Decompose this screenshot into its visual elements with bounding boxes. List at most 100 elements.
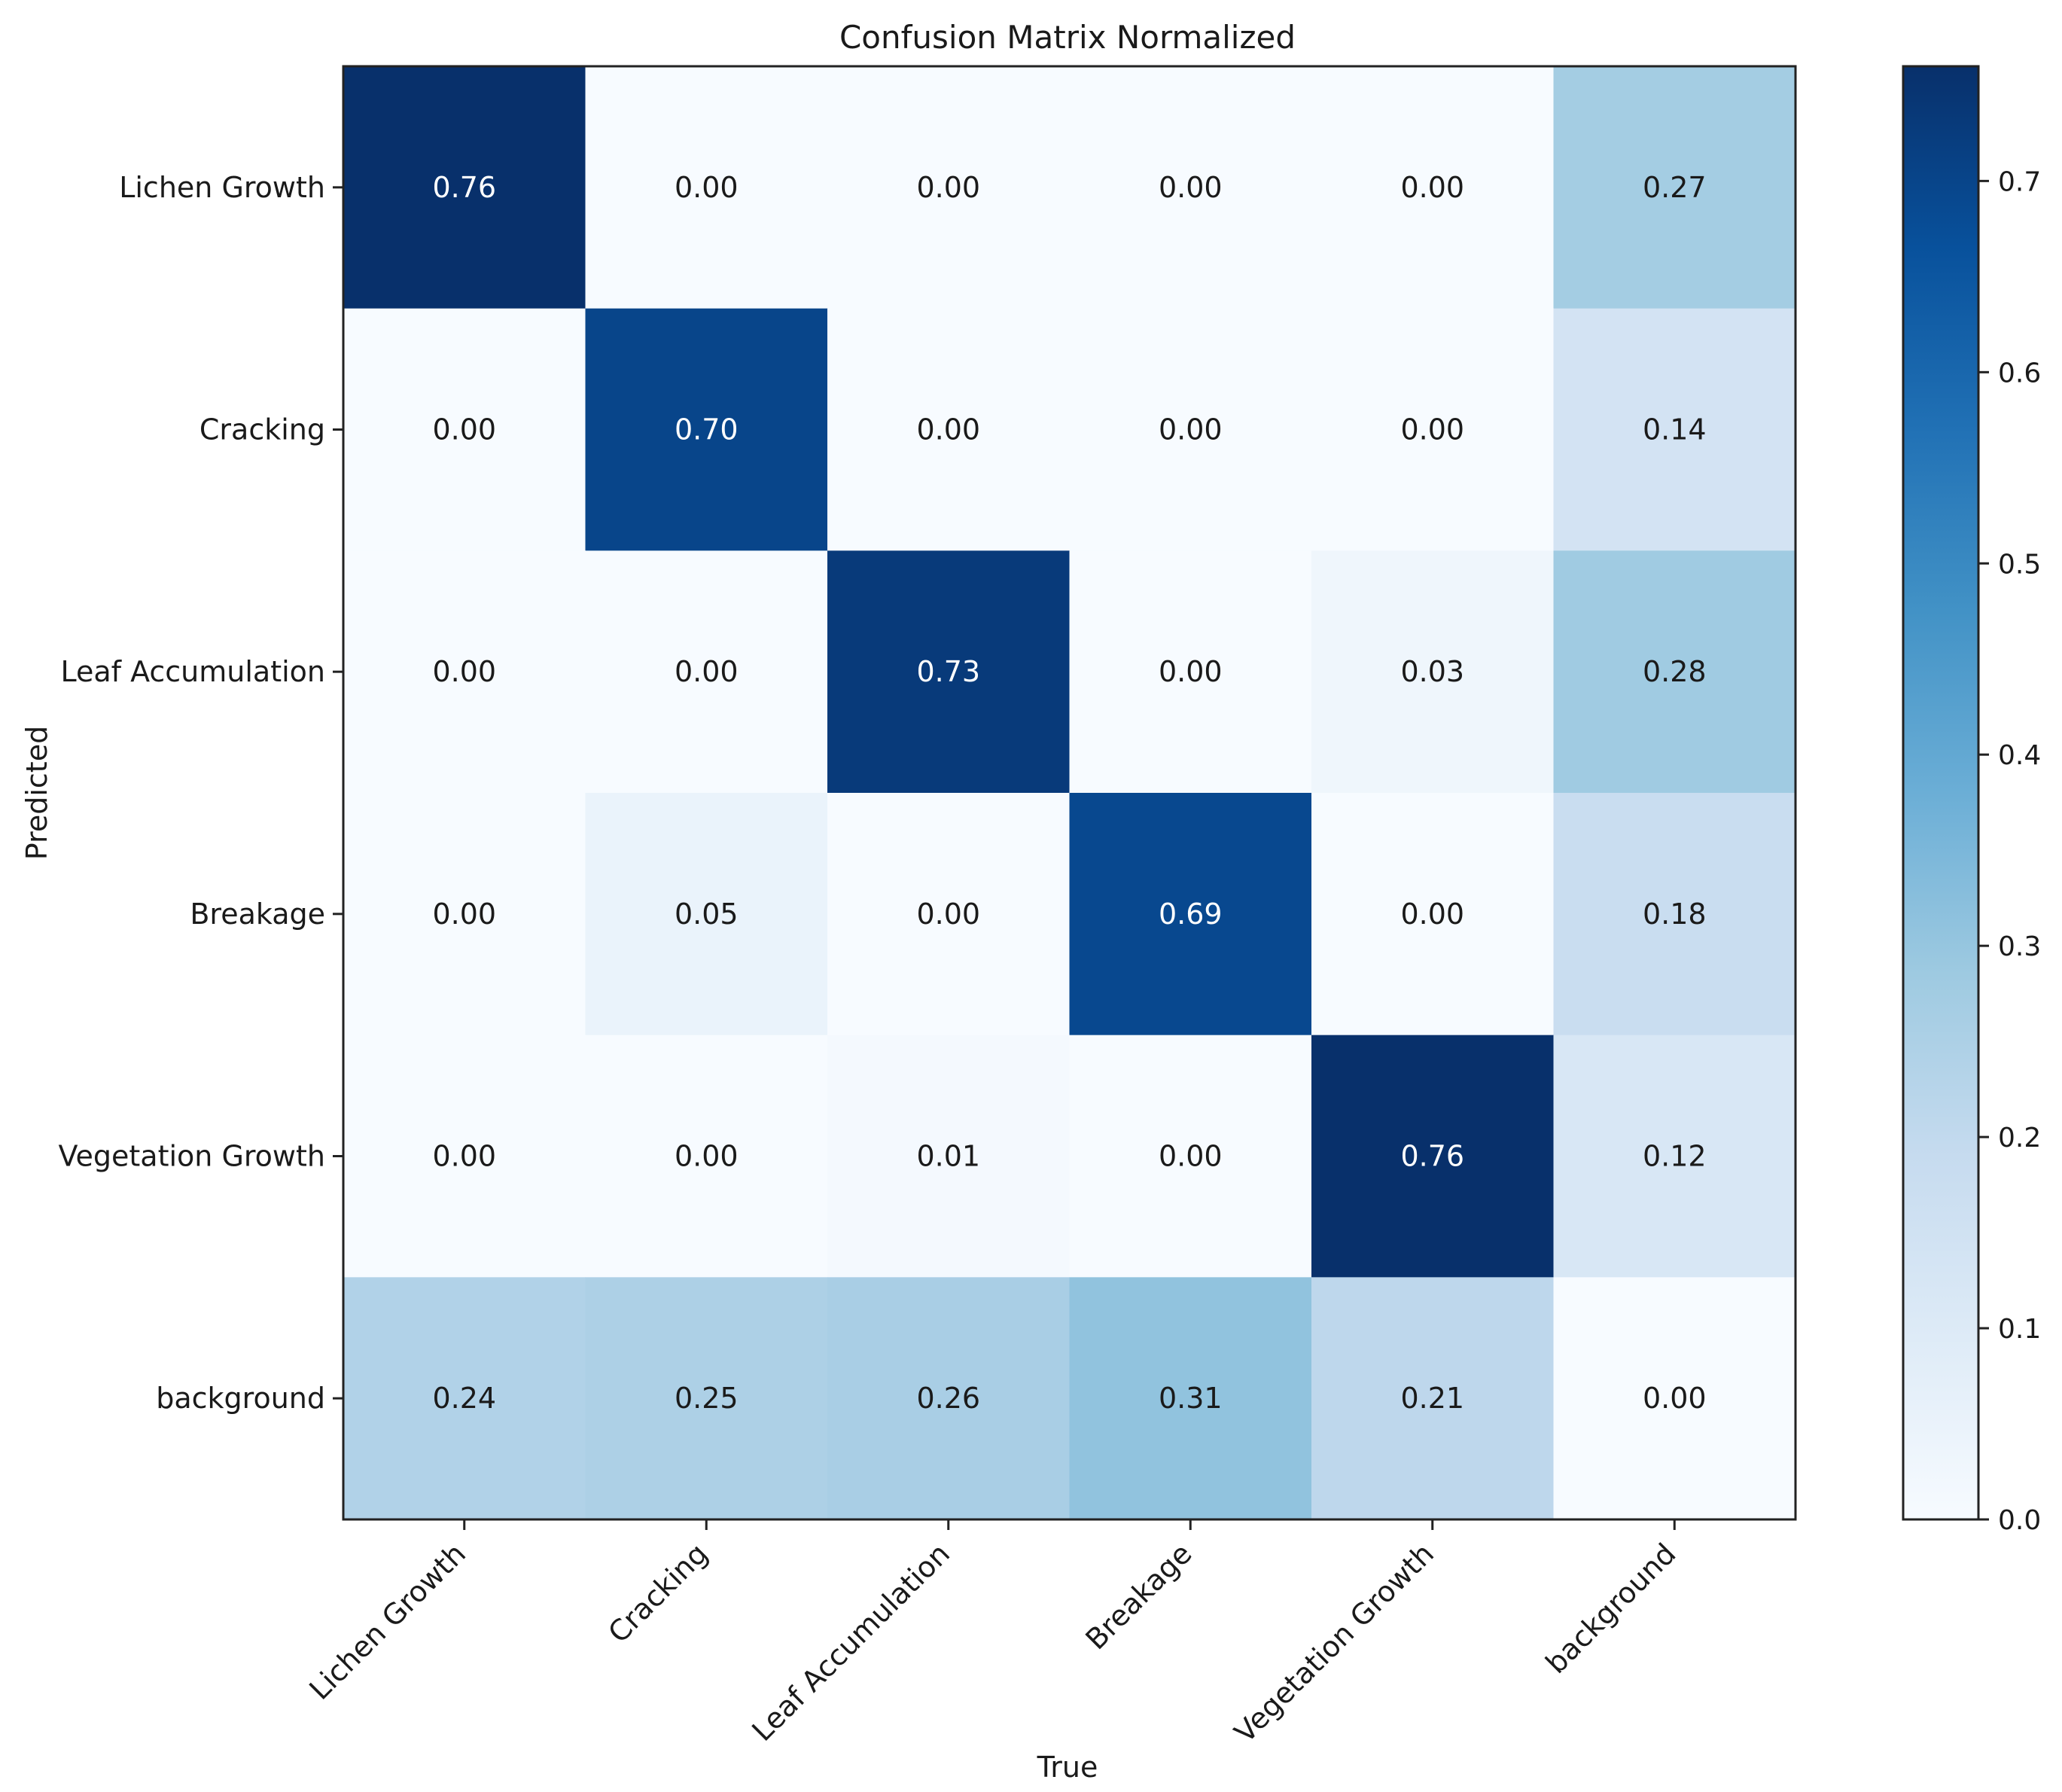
heatmap-cell	[585, 1035, 828, 1278]
heatmap-cell	[1069, 66, 1312, 309]
heatmap-cell	[1553, 66, 1796, 309]
heatmap-cell-label: 0.00	[1400, 898, 1464, 931]
heatmap-cell	[1069, 793, 1312, 1036]
heatmap-cell	[343, 550, 586, 794]
heatmap-cell	[1553, 793, 1796, 1036]
heatmap-cell-label: 0.76	[432, 171, 496, 204]
heatmap-cell-label: 0.00	[675, 1140, 739, 1173]
heatmap-cell-label: 0.14	[1643, 413, 1707, 446]
heatmap-cell-label: 0.00	[1643, 1382, 1707, 1415]
y-axis-label: Predicted	[20, 726, 53, 860]
heatmap-cell	[1553, 1277, 1796, 1520]
heatmap-cell-label: 0.00	[432, 898, 496, 931]
heatmap-cell-label: 0.28	[1643, 655, 1707, 688]
heatmap-cell	[1311, 1277, 1554, 1520]
heatmap-cell-label: 0.00	[1159, 655, 1223, 688]
y-axis-ticks: Lichen Growth Cracking Leaf Accumulation Br…	[58, 171, 343, 1415]
colorbar-tick-label: 0.5	[1998, 549, 2041, 580]
colorbar-tick-label: 0.7	[1998, 166, 2041, 197]
colorbar-tick-label: 0.3	[1998, 931, 2041, 962]
heatmap-cell	[343, 66, 586, 309]
heatmap-cell-label: 0.00	[432, 413, 496, 446]
heatmap-cell-label: 0.00	[1159, 413, 1223, 446]
y-tick-label: Leaf Accumulation	[60, 655, 325, 688]
heatmap-cell	[1553, 308, 1796, 551]
heatmap-cell	[827, 308, 1070, 551]
colorbar-tick-label: 0.2	[1998, 1123, 2041, 1154]
heatmap-cell-label: 0.26	[916, 1382, 980, 1415]
x-tick-label: background	[1540, 1537, 1683, 1680]
heatmap-cell-label: 0.05	[675, 898, 739, 931]
heatmap-cell	[1553, 550, 1796, 794]
heatmap-cell-label: 0.00	[916, 413, 980, 446]
heatmap-cell	[585, 308, 828, 551]
heatmap-cell	[1311, 793, 1554, 1036]
heatmap-cell-label: 0.01	[916, 1140, 980, 1173]
heatmap-cell	[1069, 308, 1312, 551]
y-tick-label: Cracking	[199, 413, 325, 446]
heatmap-cell	[1553, 1035, 1796, 1278]
heatmap-cell-label: 0.00	[432, 1140, 496, 1173]
heatmap-cell	[1069, 550, 1312, 794]
heatmap-cell-label: 0.00	[432, 655, 496, 688]
heatmap-cell-label: 0.76	[1400, 1140, 1464, 1173]
colorbar-tick-label: 0.0	[1998, 1505, 2041, 1536]
x-tick-label: Cracking	[602, 1537, 714, 1649]
colorbar-ticks: 0.0 0.1 0.2 0.3 0.4 0.5 0.6 0.7	[1978, 166, 2041, 1536]
heatmap-cell-label: 0.00	[1159, 171, 1223, 204]
heatmap-cell-label: 0.70	[675, 413, 739, 446]
x-axis-label: True	[1037, 1751, 1098, 1784]
heatmap-cell-label: 0.25	[675, 1382, 739, 1415]
heatmap-cell	[1311, 66, 1554, 309]
y-tick-label: Vegetation Growth	[58, 1140, 325, 1173]
heatmap-cell-labels: 0.76 0.00 0.00 0.00 0.00 0.27 0.00 0.70 0.00 0.00…	[432, 171, 1706, 1415]
heatmap-cell	[343, 308, 586, 551]
heatmap-cell-label: 0.03	[1400, 655, 1464, 688]
heatmap-cell-label: 0.31	[1159, 1382, 1223, 1415]
heatmap-cell	[827, 1277, 1070, 1520]
heatmap-cell	[1069, 1035, 1312, 1278]
colorbar-tick-label: 0.1	[1998, 1314, 2041, 1345]
heatmap-cell	[1311, 308, 1554, 551]
heatmap-cell-label: 0.12	[1643, 1140, 1707, 1173]
heatmap-cell-label: 0.00	[916, 171, 980, 204]
x-tick-label: Breakage	[1079, 1537, 1198, 1656]
colorbar-tick-label: 0.4	[1998, 740, 2041, 771]
x-tick-label: Leaf Accumulation	[745, 1537, 956, 1748]
heatmap-cell	[343, 1035, 586, 1278]
heatmap-cell	[585, 793, 828, 1036]
chart-title: Confusion Matrix Normalized	[839, 19, 1296, 56]
x-axis-ticks: Lichen Growth Cracking Leaf Accumulation Br…	[303, 1519, 1683, 1749]
heatmap-cell	[1311, 550, 1554, 794]
heatmap-cell	[827, 550, 1070, 794]
heatmap-cell-label: 0.00	[1400, 413, 1464, 446]
heatmap-cell-label: 0.18	[1643, 898, 1707, 931]
heatmap-cell	[827, 66, 1070, 309]
heatmap-cell-label: 0.00	[1400, 171, 1464, 204]
plot-frame	[342, 65, 1797, 1521]
heatmap-cell	[585, 66, 828, 309]
heatmap-cell-label: 0.27	[1643, 171, 1707, 204]
heatmap-cell	[585, 1277, 828, 1520]
x-tick-label: Vegetation Growth	[1228, 1537, 1440, 1749]
x-tick-label: Lichen Growth	[303, 1537, 472, 1706]
heatmap-cell	[827, 793, 1070, 1036]
heatmap-cell-label: 0.69	[1159, 898, 1223, 931]
colorbar-tick-label: 0.6	[1998, 358, 2041, 389]
heatmap-cell	[1069, 1277, 1312, 1520]
colorbar	[1902, 65, 1980, 1521]
heatmap-cell-label: 0.73	[916, 655, 980, 688]
heatmap-cell-label: 0.24	[432, 1382, 496, 1415]
heatmap-cell	[343, 1277, 586, 1520]
heatmap-cell	[585, 550, 828, 794]
y-tick-label: Lichen Growth	[119, 171, 325, 204]
heatmap-cells	[343, 66, 1796, 1520]
y-tick-label: background	[156, 1382, 325, 1415]
heatmap-cell-label: 0.00	[675, 171, 739, 204]
y-tick-label: Breakage	[190, 898, 325, 931]
heatmap-cell	[343, 793, 586, 1036]
heatmap-cell-label: 0.00	[675, 655, 739, 688]
heatmap-cell-label: 0.00	[1159, 1140, 1223, 1173]
